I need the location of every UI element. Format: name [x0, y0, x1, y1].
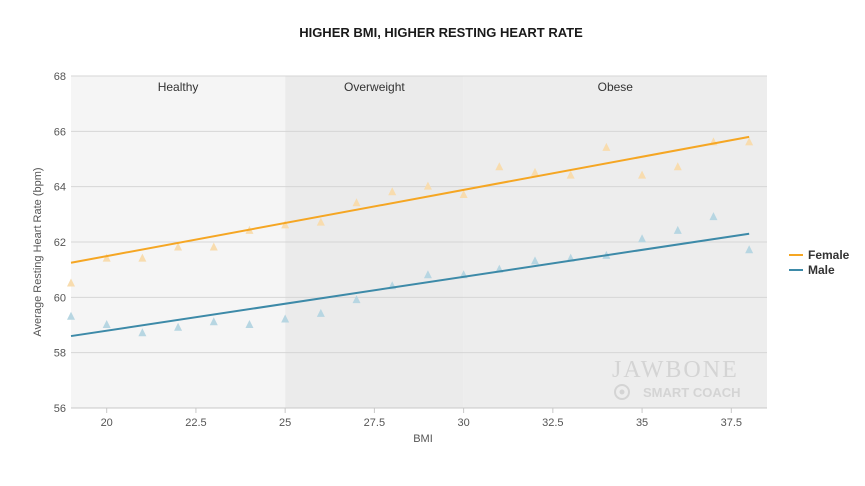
y-tick-label: 64 [54, 182, 66, 194]
data-point-female-3 [174, 242, 183, 251]
data-point-female-8 [352, 198, 361, 207]
x-tick-label: 27.5 [364, 417, 385, 429]
y-tick-label: 56 [54, 403, 66, 415]
data-point-female-16 [638, 170, 647, 179]
data-point-male-1 [102, 320, 111, 328]
axes [71, 407, 767, 413]
data-point-female-9 [388, 187, 397, 196]
data-point-male-17 [673, 225, 682, 234]
data-point-male-19 [745, 245, 754, 254]
x-tick-label: 32.5 [542, 417, 563, 429]
smart-coach-logo-icon [614, 384, 630, 400]
data-point-female-19 [745, 137, 754, 146]
y-tick-label: 58 [54, 348, 66, 360]
y-tick-label: 62 [54, 237, 66, 249]
chart-title: HIGHER BMI, HIGHER RESTING HEART RATE [299, 25, 583, 40]
data-point-male-5 [245, 320, 254, 328]
zone-label-2: Obese [598, 80, 634, 94]
watermark-brand: JAWBONE [612, 357, 739, 383]
x-tick-label: 25 [279, 417, 291, 429]
x-tick-label: 35 [636, 417, 648, 429]
x-tick-label: 22.5 [185, 417, 206, 429]
legend-label-female: Female [808, 248, 850, 262]
data-point-male-8 [352, 295, 361, 304]
y-tick-label: 60 [54, 292, 66, 304]
trend-lines [70, 135, 750, 338]
x-tick-label: 30 [457, 417, 469, 429]
watermark-product: SMART COACH [643, 385, 741, 400]
zone-label-0: Healthy [158, 80, 199, 94]
data-point-male-2 [138, 328, 147, 337]
data-point-male-16 [638, 234, 647, 243]
data-point-female-1 [102, 253, 111, 262]
trend-line-female [70, 135, 750, 264]
data-point-female-10 [423, 181, 432, 190]
data-point-female-0 [67, 278, 75, 287]
data-point-male-3 [174, 322, 183, 331]
y-tick-label: 66 [54, 126, 66, 138]
data-point-female-7 [316, 217, 325, 226]
x-tick-label: 37.5 [721, 417, 742, 429]
data-point-male-10 [423, 270, 432, 279]
data-point-male-7 [316, 308, 325, 317]
data-point-male-18 [709, 212, 718, 221]
data-point-male-4 [209, 317, 218, 326]
data-point-male-0 [67, 311, 75, 320]
data-point-female-4 [209, 242, 218, 251]
data-point-female-13 [531, 167, 539, 176]
legend-label-male: Male [808, 263, 835, 277]
data-point-male-6 [281, 314, 290, 323]
data-point-female-15 [602, 142, 611, 151]
zone-label-1: Overweight [344, 80, 405, 94]
x-tick-label: 20 [101, 417, 113, 429]
y-axis-title: Average Resting Heart Rate (bpm) [32, 167, 44, 336]
trend-line-male [70, 232, 750, 338]
y-tick-label: 68 [54, 71, 66, 83]
data-point-male-13 [531, 256, 539, 265]
data-point-female-14 [566, 170, 575, 179]
axis-labels: 56 58 60 62 64 66 68 20 22.5 25 27.5 30 32.5 35 37.5 [54, 71, 742, 429]
data-point-female-11 [459, 189, 468, 198]
jawbone-watermark: JAWBONE SMART COACH [612, 357, 741, 400]
data-point-female-2 [138, 253, 147, 262]
x-axis-title: BMI [413, 433, 433, 445]
data-point-female-12 [495, 162, 504, 171]
data-point-female-17 [673, 162, 682, 171]
data-point-female-6 [281, 220, 290, 229]
